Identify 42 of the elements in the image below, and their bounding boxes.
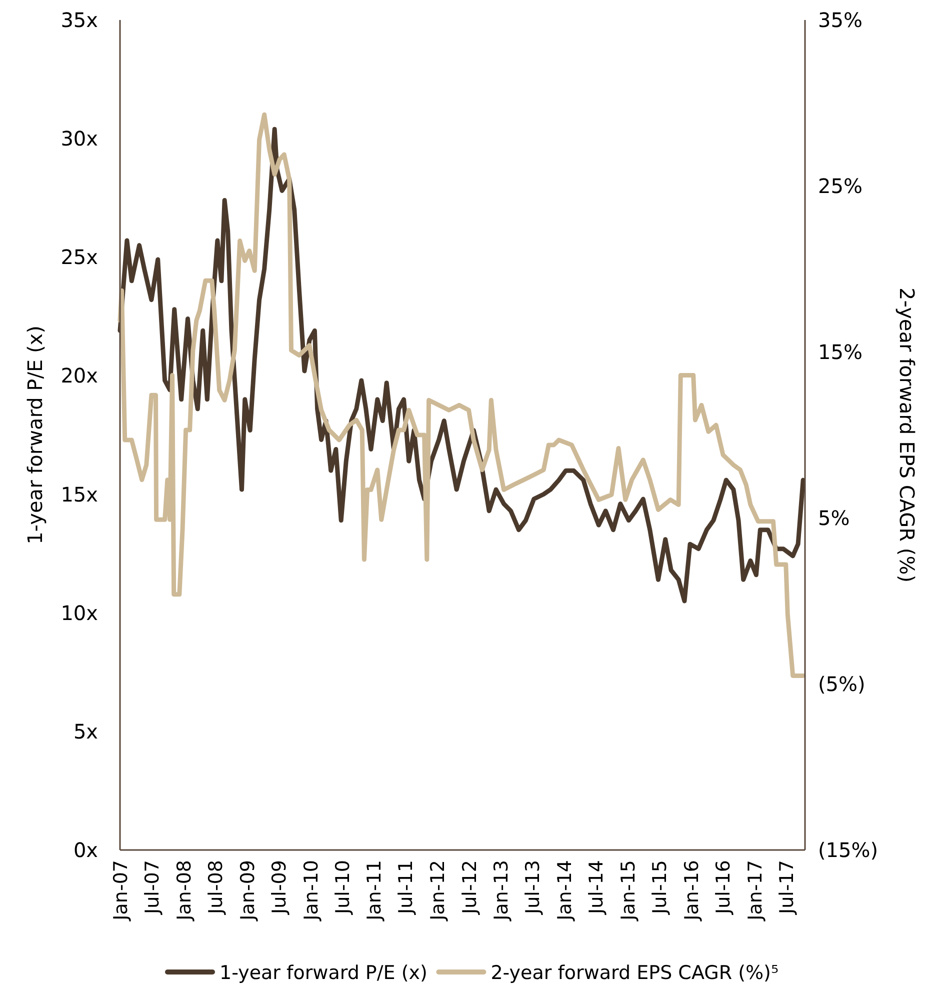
line-series <box>118 126 806 604</box>
x-tick-label: Jan-13 <box>490 860 513 922</box>
x-tick-label: Jul-12 <box>458 860 481 915</box>
y-tick-label: 5x <box>73 719 98 744</box>
y-tick-label: 35x <box>60 8 98 32</box>
x-tick-label: Jan-12 <box>427 860 450 922</box>
legend-label: 1-year forward P/E (x) <box>220 962 428 984</box>
y-tick-label: 0x <box>73 838 98 862</box>
x-tick-label: Jan-10 <box>300 860 322 922</box>
x-tick-label: Jan-09 <box>236 860 259 922</box>
x-tick-label: Jan-17 <box>744 860 766 922</box>
x-tick-label: Jan-15 <box>617 860 640 922</box>
x-tick-label: Jan-08 <box>173 860 196 922</box>
x-tick-label: Jul-09 <box>268 860 290 915</box>
y-tick-label: 20x <box>60 364 98 388</box>
x-tick-label: Jul-14 <box>586 860 608 915</box>
y-tick-label: 25x <box>60 245 98 270</box>
y2-tick-label: 35% <box>818 8 862 32</box>
x-tick-label: Jul-10 <box>332 860 354 915</box>
y2-tick-label: (15%) <box>818 838 878 862</box>
y-tick-label: 30x <box>60 126 98 151</box>
y2-tick-label: (5%) <box>818 672 866 696</box>
y2-tick-label: 25% <box>818 174 862 198</box>
x-tick-label: Jan-11 <box>364 860 386 922</box>
y2-tick-label: 15% <box>818 340 862 364</box>
y2-tick-label: 5% <box>818 506 850 530</box>
y-tick-label: 15x <box>60 482 98 506</box>
x-tick-label: Jul-13 <box>522 860 544 915</box>
x-tick-label: Jan-16 <box>680 860 703 922</box>
x-tick-label: Jul-07 <box>141 860 164 915</box>
legend-label: 2-year forward EPS CAGR (%)⁵ <box>490 962 779 984</box>
x-tick-label: Jan-07 <box>110 860 132 922</box>
x-tick-label: Jul-17 <box>776 860 798 915</box>
x-tick-label: Jul-16 <box>712 860 734 915</box>
x-tick-label: Jan-14 <box>554 860 576 922</box>
y2-axis-title: 2-year forward EPS CAGR (%) <box>895 287 919 583</box>
y-tick-label: 10x <box>60 600 98 625</box>
x-tick-label: Jul-11 <box>395 860 418 915</box>
y-axis-title: 1-year forward P/E (x) <box>23 326 47 544</box>
x-tick-label: Jul-15 <box>648 860 671 915</box>
x-tick-label: Jul-08 <box>205 860 228 915</box>
line-series <box>118 112 806 678</box>
